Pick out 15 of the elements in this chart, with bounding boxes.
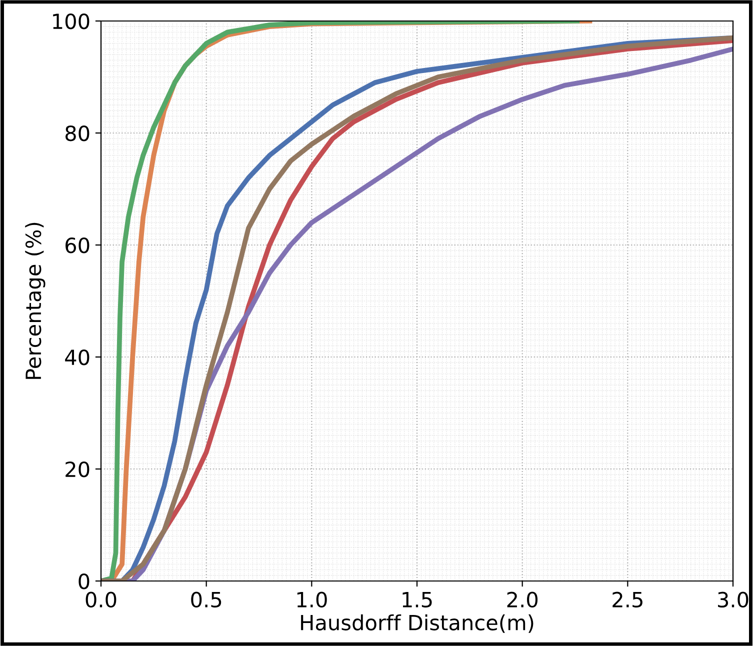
- x-tick-label: 2.0: [507, 592, 538, 608]
- y-tick-label: 20: [66, 461, 90, 478]
- x-tick-label: 1.0: [297, 592, 327, 608]
- x-axis-title: Hausdorff Distance(m): [301, 614, 534, 633]
- x-tick-label: 0.0: [86, 592, 116, 608]
- y-tick-label: 100: [53, 13, 90, 30]
- y-tick-label: 80: [65, 125, 90, 142]
- y-axis-title: Percentage (%): [25, 222, 46, 379]
- y-tick-label: 0: [78, 573, 90, 590]
- x-tick-label: 1.5: [402, 592, 432, 608]
- y-tick-label: 60: [66, 237, 90, 254]
- y-tick-label: 40: [65, 349, 90, 366]
- x-tick-label: 3.0: [718, 592, 748, 608]
- x-tick-label: 0.5: [191, 592, 222, 608]
- x-tick-label: 2.5: [612, 592, 642, 608]
